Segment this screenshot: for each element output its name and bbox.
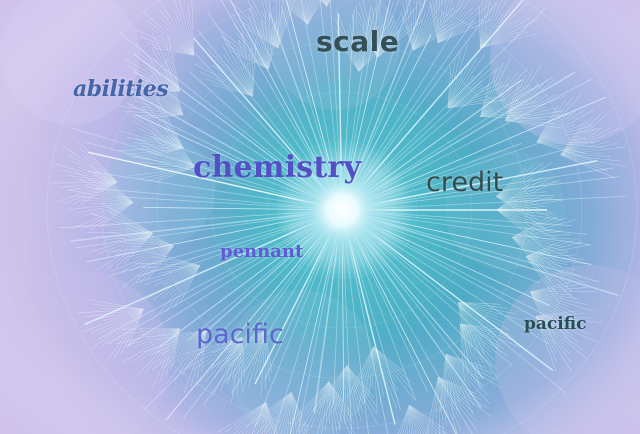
word-scale: scale (316, 25, 400, 58)
word-chemistry: chemistry (193, 150, 362, 185)
word-credit: credit (426, 167, 504, 198)
word-pennant: pennant (220, 241, 304, 262)
word-pacific-left: pacific (196, 319, 284, 350)
word-abilities: abilities (73, 76, 169, 102)
word-pacific-right: pacific (524, 314, 587, 334)
